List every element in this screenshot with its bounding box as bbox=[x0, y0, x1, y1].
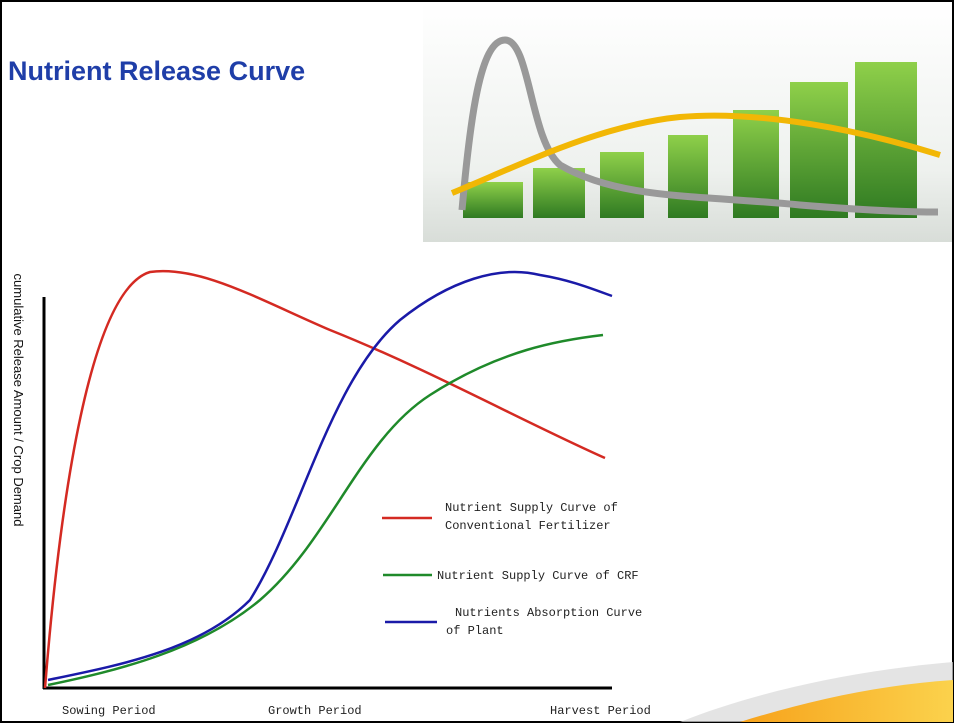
y-axis-label: cumulative Release Amount / Crop Demand bbox=[11, 274, 26, 527]
slide-title: Nutrient Release Curve bbox=[8, 56, 305, 86]
header-image bbox=[423, 2, 952, 242]
legend-label: Nutrient Supply Curve of CRF bbox=[437, 569, 639, 583]
x-axis-label: Harvest Period bbox=[550, 704, 651, 718]
legend-label: Nutrients Absorption Curve bbox=[455, 606, 642, 620]
legend-label: Conventional Fertilizer bbox=[445, 519, 611, 533]
legend-label: Nutrient Supply Curve of bbox=[445, 501, 618, 515]
x-axis-label: Sowing Period bbox=[62, 704, 156, 718]
x-axis-label: Growth Period bbox=[268, 704, 362, 718]
slide: Nutrient Release Curve cumulative Releas… bbox=[0, 0, 954, 723]
legend-label: of Plant bbox=[446, 624, 504, 638]
